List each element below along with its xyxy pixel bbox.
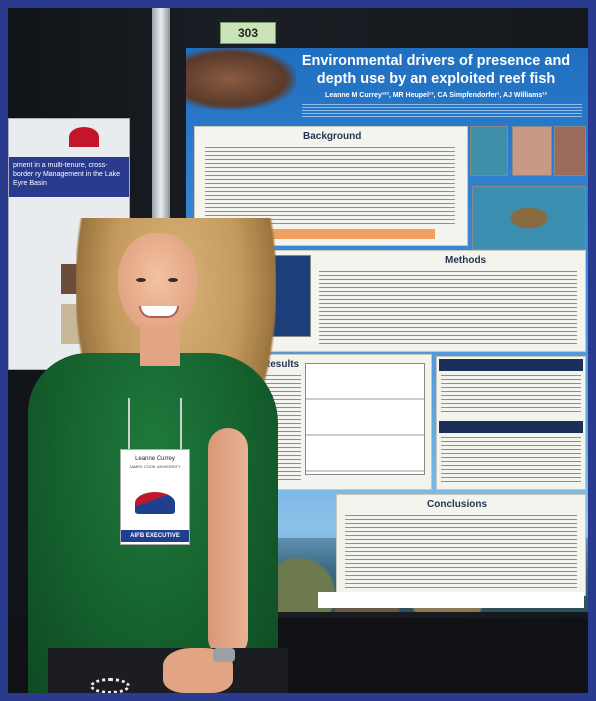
bracelet (90, 678, 130, 693)
person-arm (208, 428, 248, 658)
background-box: Background (194, 126, 468, 246)
photo-reef (470, 126, 508, 176)
table-2-header (439, 421, 583, 433)
booth-number-tag: 303 (220, 22, 276, 44)
name-badge: Leanne Currey JAMES COOK UNIVERSITY AIFB… (120, 449, 190, 545)
poster-title: Environmental drivers of presence and de… (301, 53, 571, 87)
tables-box (436, 356, 586, 490)
table-1-rows (441, 375, 581, 415)
badge-logo (135, 492, 175, 514)
smile (139, 306, 179, 318)
conclusions-box: Conclusions (336, 494, 586, 596)
photo-fish-close (554, 126, 586, 176)
badge-role: AIFB EXECUTIVE (121, 530, 189, 542)
aims-bar (235, 229, 435, 239)
person-face (118, 233, 198, 333)
left-poster-heading: pment in a multi-tenure, cross-border ry… (13, 162, 121, 187)
conclusions-text (345, 515, 577, 589)
background-text (205, 147, 455, 225)
photo-fish-underwater (472, 186, 586, 250)
sponsor-logos (318, 592, 584, 608)
left-poster-logo (69, 127, 99, 147)
left-poster-title-band (9, 157, 129, 197)
badge-name: Leanne Currey (135, 456, 175, 462)
wristwatch (213, 648, 235, 662)
conclusions-heading: Conclusions (427, 499, 488, 510)
methods-text (319, 271, 577, 347)
photo-frame: pment in a multi-tenure, cross-border ry… (8, 8, 588, 693)
results-heading: Results (263, 359, 300, 370)
right-eye (168, 278, 178, 282)
table-1-header (439, 359, 583, 371)
background-heading: Background (303, 131, 362, 142)
poster-fish-image (186, 48, 296, 110)
badge-affiliation: JAMES COOK UNIVERSITY (129, 464, 181, 469)
results-plots (305, 363, 425, 475)
left-eye (136, 278, 146, 282)
photo-tagging (512, 126, 552, 176)
poster-authors: Leanne M Currey¹²³, MR Heupel¹³, CA Simp… (325, 92, 547, 99)
methods-heading: Methods (445, 255, 487, 266)
poster-affiliations (302, 104, 582, 118)
lanyard (128, 398, 182, 453)
table-2-rows (441, 437, 581, 485)
